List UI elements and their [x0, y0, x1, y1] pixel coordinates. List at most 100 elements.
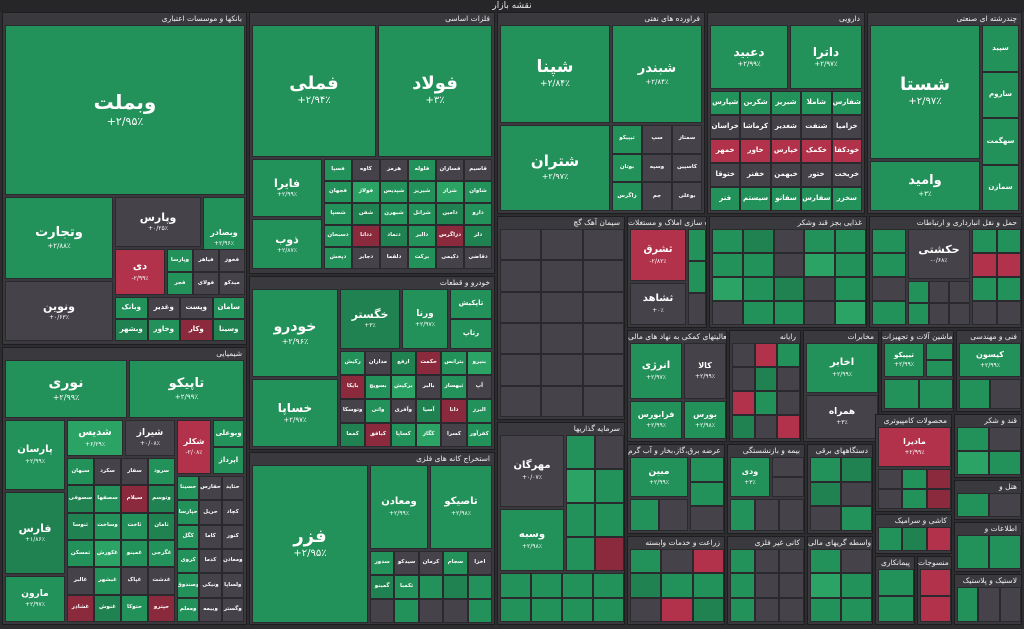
tile-small[interactable]: اخزا — [467, 551, 492, 575]
tile-small[interactable] — [957, 587, 979, 622]
tile-small[interactable] — [582, 260, 624, 292]
tile-small[interactable]: گمینو — [370, 575, 395, 599]
tile-small[interactable] — [989, 493, 1021, 517]
tile-small[interactable] — [595, 537, 624, 571]
tile-energy[interactable]: انرژی +۲/۹۷٪ — [630, 343, 682, 399]
tile-small[interactable]: بترانس — [441, 351, 467, 375]
tile-small[interactable] — [742, 253, 774, 277]
tile-small[interactable]: سهگمت — [982, 118, 1019, 165]
tile-parsan[interactable]: پارسان +۲/۹۹٪ — [5, 420, 65, 490]
tile-small[interactable]: شاوان — [464, 181, 492, 203]
tile-small[interactable] — [730, 549, 755, 574]
tile-small[interactable] — [661, 549, 693, 574]
tile-small[interactable]: شاملا — [801, 91, 832, 115]
tile-small[interactable]: شراز — [436, 181, 464, 203]
tile-small[interactable]: سپ — [642, 125, 672, 154]
tile-small[interactable] — [773, 277, 805, 301]
tile-faraya[interactable]: فایرا +۲/۹۹٪ — [252, 159, 322, 217]
tile-tasico[interactable]: تاصیکو +۲/۹۸٪ — [430, 465, 492, 549]
tile-small[interactable]: ختور — [801, 163, 832, 187]
tile-kala[interactable]: کالا +۲/۹۹٪ — [684, 343, 726, 399]
tile-small[interactable] — [566, 537, 595, 571]
tile-small[interactable] — [926, 489, 951, 509]
tile-small[interactable]: زاگرس — [612, 182, 642, 211]
tile-small[interactable] — [972, 277, 997, 301]
tile-small[interactable]: ونیکی — [199, 573, 222, 598]
tile-small[interactable] — [996, 301, 1021, 325]
tile-shasta[interactable]: شستا +۲/۹۷٪ — [870, 25, 980, 159]
tile-shebandar[interactable]: شبندر +۲/۸۴٪ — [612, 25, 702, 123]
tile-fazar[interactable]: فزر +۲/۹۵٪ — [252, 465, 368, 623]
tile-small[interactable] — [841, 597, 872, 622]
tile-small[interactable]: خریخت — [831, 163, 862, 187]
tile-small[interactable] — [872, 253, 906, 277]
tile-small[interactable]: کگاز — [416, 423, 442, 447]
tile-small[interactable] — [878, 527, 903, 551]
tile-small[interactable] — [500, 229, 542, 261]
tile-small[interactable] — [878, 469, 903, 489]
tile-small[interactable]: سامان — [212, 297, 245, 319]
tile-small[interactable] — [810, 481, 841, 507]
tile-small[interactable] — [370, 599, 395, 623]
tile-hamrah[interactable]: همراه +۳٪ — [806, 395, 878, 439]
tile-small[interactable]: میدکو — [219, 272, 245, 295]
tile-small[interactable]: کچاد — [221, 500, 244, 525]
tile-small[interactable] — [566, 503, 595, 537]
tile-small[interactable]: دپخش — [324, 247, 352, 269]
tile-small[interactable]: ثبهساز — [441, 375, 467, 399]
tile-small[interactable] — [928, 281, 950, 303]
tile-small[interactable] — [949, 303, 970, 325]
tile-small[interactable]: شفارس — [831, 91, 862, 115]
tile-small[interactable]: غمینو — [121, 540, 148, 568]
tile-small[interactable]: وپست — [180, 297, 213, 319]
tile-small[interactable]: وسینا — [212, 319, 245, 341]
tile-small[interactable]: وخاور — [147, 319, 180, 341]
tile-small[interactable]: سیدکو — [394, 551, 419, 575]
tile-small[interactable]: سصوفی — [67, 485, 94, 513]
tile-small[interactable] — [688, 261, 706, 293]
tile-small[interactable] — [541, 354, 583, 386]
tile-small[interactable] — [690, 457, 724, 482]
tile-small[interactable]: بوعلی — [672, 182, 702, 211]
tile-small[interactable] — [978, 587, 1000, 622]
tile-small[interactable] — [841, 481, 872, 507]
tile-small[interactable] — [541, 229, 583, 261]
tile-small[interactable]: شفن — [352, 203, 380, 225]
tile-small[interactable]: دتماد — [380, 225, 408, 247]
tile-small[interactable]: فخوز — [219, 249, 245, 272]
tile-small[interactable] — [688, 229, 706, 261]
tile-small[interactable]: فجر — [167, 272, 193, 295]
tile-small[interactable]: کروی — [177, 549, 200, 574]
tile-small[interactable] — [732, 367, 755, 391]
tile-small[interactable] — [732, 343, 755, 367]
tile-small[interactable]: ولساپا — [221, 573, 244, 598]
tile-small[interactable]: بوتان — [612, 153, 642, 183]
tile-small[interactable]: هرمز — [380, 159, 408, 181]
tile-small[interactable]: سبهان — [67, 458, 94, 486]
tile-small[interactable]: شنفت — [801, 115, 832, 139]
tile-small[interactable]: دانا — [441, 399, 467, 423]
tile-small[interactable] — [754, 391, 778, 415]
tile-small[interactable]: ومعلم — [177, 597, 200, 622]
tile-small[interactable] — [754, 499, 780, 531]
tile-small[interactable] — [630, 573, 662, 598]
tile-small[interactable]: وبیمه — [199, 597, 222, 622]
tile-small[interactable]: جم — [642, 182, 672, 211]
tile-small[interactable] — [582, 291, 624, 323]
tile-small[interactable] — [730, 573, 755, 598]
tile-small[interactable]: خزامیا — [831, 115, 862, 139]
tile-small[interactable] — [773, 253, 805, 277]
tile-small[interactable]: خمهر — [710, 139, 741, 163]
tile-small[interactable] — [990, 379, 1021, 409]
tile-small[interactable] — [773, 229, 805, 253]
tile-small[interactable] — [661, 597, 693, 622]
tile-small[interactable] — [777, 343, 800, 367]
tile-small[interactable]: وبشهر — [115, 319, 148, 341]
tile-daebid[interactable]: دعبید +۲/۹۹٪ — [710, 25, 788, 89]
tile-small[interactable] — [804, 277, 836, 301]
tile-small[interactable] — [582, 385, 624, 417]
tile-small[interactable]: سصفها — [94, 485, 121, 513]
tile-small[interactable]: ثمسکن — [67, 540, 94, 568]
tile-small[interactable]: اپرداز — [213, 447, 244, 474]
tile-small[interactable]: سفانو — [770, 187, 802, 211]
